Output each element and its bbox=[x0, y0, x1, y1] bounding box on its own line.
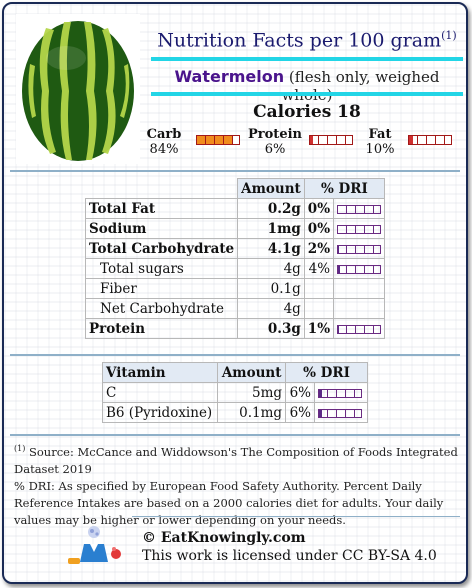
section-divider bbox=[10, 170, 460, 172]
nutrient-name: Total Carbohydrate bbox=[84, 238, 239, 259]
macro-protein-pct: 6% bbox=[264, 142, 286, 157]
calories-label: Calories 18 bbox=[253, 102, 361, 122]
nutrient-table: Amount % DRI Total Fat 0.2g 0% Sodium 1mg 0% T… bbox=[84, 178, 386, 339]
section-divider-2 bbox=[10, 354, 460, 356]
nutrient-amount: 1mg bbox=[237, 218, 305, 239]
nutrient-dri: 4% bbox=[303, 258, 335, 279]
watermelon-image bbox=[16, 14, 140, 164]
vitamin-table: Vitamin Amount % DRI C 5mg 6% B6 (Pyridoxin… bbox=[101, 362, 368, 423]
food-name: Watermelon bbox=[174, 67, 285, 86]
nutrient-amount: 0.1g bbox=[237, 278, 305, 299]
vitamin-name: B6 (Pyridoxine) bbox=[101, 402, 219, 423]
footnote-marker: (1) bbox=[441, 29, 457, 42]
panel-title-text: Nutrition Facts per 100 gram bbox=[157, 29, 442, 52]
dri-note: % DRI: As specified by European Food Saf… bbox=[14, 478, 444, 527]
vitamin-dri-bar bbox=[314, 382, 368, 403]
nutrient-dri: 1% bbox=[303, 318, 335, 339]
source-text: Source: McCance and Widdowson's The Comp… bbox=[14, 444, 458, 476]
nutrient-dri bbox=[303, 298, 335, 319]
panel-title: Nutrition Facts per 100 gram(1) bbox=[154, 29, 460, 51]
vitamin-row: B6 (Pyridoxine) 0.1mg 6% bbox=[101, 402, 368, 423]
nutrient-row: Total Carbohydrate 4.1g 2% bbox=[84, 238, 386, 259]
nutrient-amount: 4g bbox=[237, 258, 305, 279]
vitamin-name: C bbox=[101, 382, 219, 403]
vitamin-dri: 6% bbox=[285, 402, 315, 423]
nutrient-name: Sodium bbox=[84, 218, 239, 239]
nutrient-dri-bar bbox=[333, 258, 386, 279]
nutrient-amount: 0.2g bbox=[237, 198, 305, 219]
nutrient-dri-bar bbox=[333, 218, 386, 239]
macro-protein-meter bbox=[309, 135, 353, 145]
dri-meter bbox=[318, 408, 362, 418]
nutrient-row: Total Fat 0.2g 0% bbox=[84, 198, 386, 219]
macro-fat-pct: 10% bbox=[365, 142, 395, 157]
nutrient-name: Protein bbox=[84, 318, 239, 339]
macro-carb-pct: 84% bbox=[149, 142, 179, 157]
nutrient-dri: 0% bbox=[303, 218, 335, 239]
macro-protein: Protein 6% bbox=[247, 127, 303, 157]
nutrient-amount: 0.3g bbox=[237, 318, 305, 339]
dri-meter bbox=[318, 388, 362, 398]
nutrient-row: Total sugars 4g 4% bbox=[84, 258, 386, 279]
nutrient-name: Net Carbohydrate bbox=[84, 298, 239, 319]
vitamin-amount-header: Amount bbox=[217, 362, 287, 383]
source-marker: (1) bbox=[14, 444, 26, 453]
dri-header: % DRI bbox=[303, 178, 386, 199]
license-note: This work is licensed under CC BY-SA 4.0 bbox=[142, 548, 437, 564]
nutrient-table-header: Amount % DRI bbox=[86, 178, 386, 199]
nutrient-row: Net Carbohydrate 4g bbox=[84, 298, 386, 319]
vitamin-amount: 0.1mg bbox=[217, 402, 287, 423]
dri-meter bbox=[337, 264, 382, 274]
section-divider-3 bbox=[10, 434, 460, 436]
nutrition-card: Nutrition Facts per 100 gram(1) Watermel… bbox=[2, 2, 468, 584]
nutrient-dri-bar bbox=[333, 238, 386, 259]
nutrient-name: Total Fat bbox=[84, 198, 239, 219]
nutrient-dri-bar bbox=[333, 278, 386, 299]
brand-credit: © EatKnowingly.com bbox=[142, 530, 306, 546]
nutrient-row: Fiber 0.1g bbox=[84, 278, 386, 299]
macro-protein-label: Protein bbox=[248, 127, 302, 142]
nutrient-amount: 4g bbox=[237, 298, 305, 319]
dri-meter bbox=[337, 244, 382, 254]
nutrient-dri: 0% bbox=[303, 198, 335, 219]
eatknowingly-logo bbox=[68, 526, 121, 564]
food-heading: Watermelon (flesh only, weighed whole) bbox=[154, 67, 460, 104]
macro-carb-meter bbox=[196, 135, 240, 145]
vitamin-dri-bar bbox=[314, 402, 368, 423]
nutrient-dri-bar bbox=[333, 198, 386, 219]
vitamin-dri-header: % DRI bbox=[285, 362, 368, 383]
dri-meter bbox=[337, 204, 382, 214]
vitamin-dri: 6% bbox=[285, 382, 315, 403]
nutrient-dri-bar bbox=[333, 318, 386, 339]
nutrient-dri-bar bbox=[333, 298, 386, 319]
macro-carb-label: Carb bbox=[146, 127, 182, 142]
food-description: (flesh only, weighed whole) bbox=[281, 68, 440, 104]
vitamin-row: C 5mg 6% bbox=[101, 382, 368, 403]
macro-fat-label: Fat bbox=[368, 127, 392, 142]
macro-fat-meter bbox=[408, 135, 452, 145]
dri-meter bbox=[337, 224, 382, 234]
amount-header: Amount bbox=[237, 178, 305, 199]
vitamin-table-header: Vitamin Amount % DRI bbox=[101, 362, 368, 383]
footer-divider bbox=[132, 516, 460, 517]
nutrient-amount: 4.1g bbox=[237, 238, 305, 259]
nutrient-name: Fiber bbox=[84, 278, 239, 299]
food-divider bbox=[151, 92, 463, 96]
macro-carb: Carb 84% bbox=[144, 127, 184, 157]
vitamin-amount: 5mg bbox=[217, 382, 287, 403]
source-note: (1) Source: McCance and Widdowson's The … bbox=[14, 440, 458, 478]
nutrient-dri bbox=[303, 278, 335, 299]
nutrient-row: Protein 0.3g 1% bbox=[84, 318, 386, 339]
nutrient-row: Sodium 1mg 0% bbox=[84, 218, 386, 239]
nutrient-name: Total sugars bbox=[84, 258, 239, 279]
vitamin-header: Vitamin bbox=[101, 362, 219, 383]
macro-fat: Fat 10% bbox=[362, 127, 398, 157]
title-divider bbox=[151, 57, 463, 61]
dri-meter bbox=[337, 324, 382, 334]
nutrient-dri: 2% bbox=[303, 238, 335, 259]
